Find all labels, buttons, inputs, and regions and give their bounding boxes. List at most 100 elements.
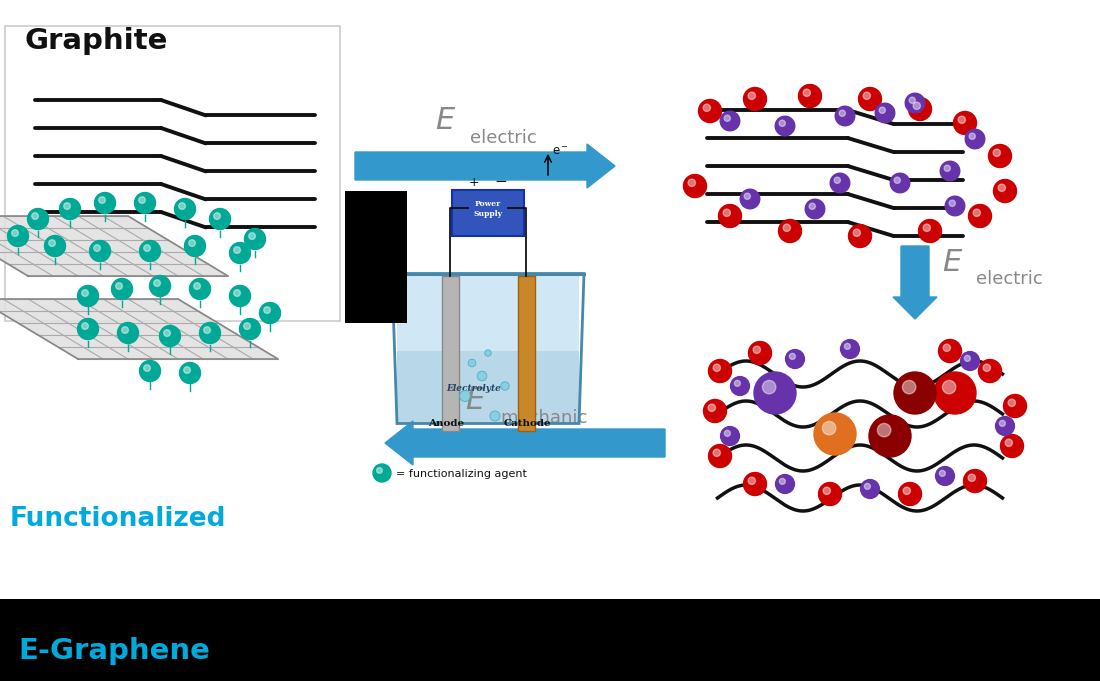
Circle shape xyxy=(178,203,186,210)
Circle shape xyxy=(936,466,955,486)
Circle shape xyxy=(864,92,870,99)
Circle shape xyxy=(140,240,161,262)
Circle shape xyxy=(944,165,950,172)
Circle shape xyxy=(189,279,210,300)
Circle shape xyxy=(744,473,767,496)
Circle shape xyxy=(945,196,965,216)
Circle shape xyxy=(118,323,139,343)
Circle shape xyxy=(799,84,822,108)
Circle shape xyxy=(720,111,740,131)
Circle shape xyxy=(264,306,271,313)
Text: Power
Supply: Power Supply xyxy=(473,200,503,218)
Text: E-Graphene: E-Graphene xyxy=(18,637,210,665)
Text: electric: electric xyxy=(470,129,537,147)
Circle shape xyxy=(858,87,881,110)
Circle shape xyxy=(960,351,979,370)
Text: +: + xyxy=(469,176,480,189)
Circle shape xyxy=(713,364,721,371)
Circle shape xyxy=(735,381,740,386)
Circle shape xyxy=(194,283,200,289)
Circle shape xyxy=(95,193,116,214)
FancyBboxPatch shape xyxy=(6,26,340,321)
Circle shape xyxy=(730,377,749,396)
Circle shape xyxy=(894,372,936,414)
Circle shape xyxy=(32,212,39,219)
Circle shape xyxy=(754,346,760,353)
Circle shape xyxy=(708,360,732,383)
Circle shape xyxy=(740,189,760,209)
Circle shape xyxy=(776,116,795,136)
FancyBboxPatch shape xyxy=(452,190,524,236)
Circle shape xyxy=(1005,439,1012,447)
Circle shape xyxy=(905,93,925,113)
Circle shape xyxy=(848,225,871,247)
FancyArrow shape xyxy=(893,246,937,319)
Bar xyxy=(345,191,407,323)
Text: $E$: $E$ xyxy=(942,248,964,277)
Circle shape xyxy=(823,487,830,494)
Circle shape xyxy=(89,240,110,262)
Circle shape xyxy=(909,97,915,104)
FancyArrow shape xyxy=(385,421,666,465)
FancyBboxPatch shape xyxy=(441,276,459,431)
Circle shape xyxy=(720,426,739,445)
Polygon shape xyxy=(397,351,579,424)
Circle shape xyxy=(748,477,756,484)
Circle shape xyxy=(943,344,950,351)
Circle shape xyxy=(94,244,100,251)
Circle shape xyxy=(81,289,88,296)
Circle shape xyxy=(998,184,1005,191)
Circle shape xyxy=(876,104,894,123)
Circle shape xyxy=(144,244,151,251)
Circle shape xyxy=(64,203,70,210)
Circle shape xyxy=(913,102,921,110)
Circle shape xyxy=(890,173,910,193)
Circle shape xyxy=(835,106,855,126)
Circle shape xyxy=(708,445,732,467)
Circle shape xyxy=(249,233,255,240)
Circle shape xyxy=(840,340,859,358)
Circle shape xyxy=(77,285,99,306)
Text: Electrolyte: Electrolyte xyxy=(446,384,501,393)
Circle shape xyxy=(823,422,836,435)
Circle shape xyxy=(244,323,251,330)
Circle shape xyxy=(204,327,210,334)
Circle shape xyxy=(209,208,231,229)
Circle shape xyxy=(979,360,1001,383)
Circle shape xyxy=(923,224,931,232)
Circle shape xyxy=(8,225,29,247)
Text: e$^-$: e$^-$ xyxy=(552,145,569,158)
Circle shape xyxy=(814,413,856,455)
Circle shape xyxy=(748,92,756,99)
Text: Functionalized: Functionalized xyxy=(10,506,227,532)
Circle shape xyxy=(1001,434,1023,458)
Circle shape xyxy=(779,478,785,484)
Circle shape xyxy=(869,415,911,457)
Circle shape xyxy=(918,219,942,242)
Circle shape xyxy=(77,319,99,340)
Circle shape xyxy=(964,469,987,492)
Bar xyxy=(0,599,1100,681)
Circle shape xyxy=(477,371,487,381)
Circle shape xyxy=(993,149,1001,157)
Polygon shape xyxy=(0,299,278,359)
Circle shape xyxy=(934,372,976,414)
Circle shape xyxy=(373,464,390,482)
Circle shape xyxy=(460,390,471,402)
FancyBboxPatch shape xyxy=(517,276,535,431)
Circle shape xyxy=(185,236,206,257)
Circle shape xyxy=(48,240,55,247)
Circle shape xyxy=(81,323,88,330)
Circle shape xyxy=(230,242,251,264)
Circle shape xyxy=(958,116,966,123)
Circle shape xyxy=(164,330,170,336)
Circle shape xyxy=(902,381,916,394)
Circle shape xyxy=(122,327,129,334)
Circle shape xyxy=(44,236,66,257)
Circle shape xyxy=(244,229,265,249)
FancyArrow shape xyxy=(355,144,615,188)
Circle shape xyxy=(59,198,80,219)
Circle shape xyxy=(878,424,891,437)
Circle shape xyxy=(940,161,960,180)
Polygon shape xyxy=(397,274,579,351)
